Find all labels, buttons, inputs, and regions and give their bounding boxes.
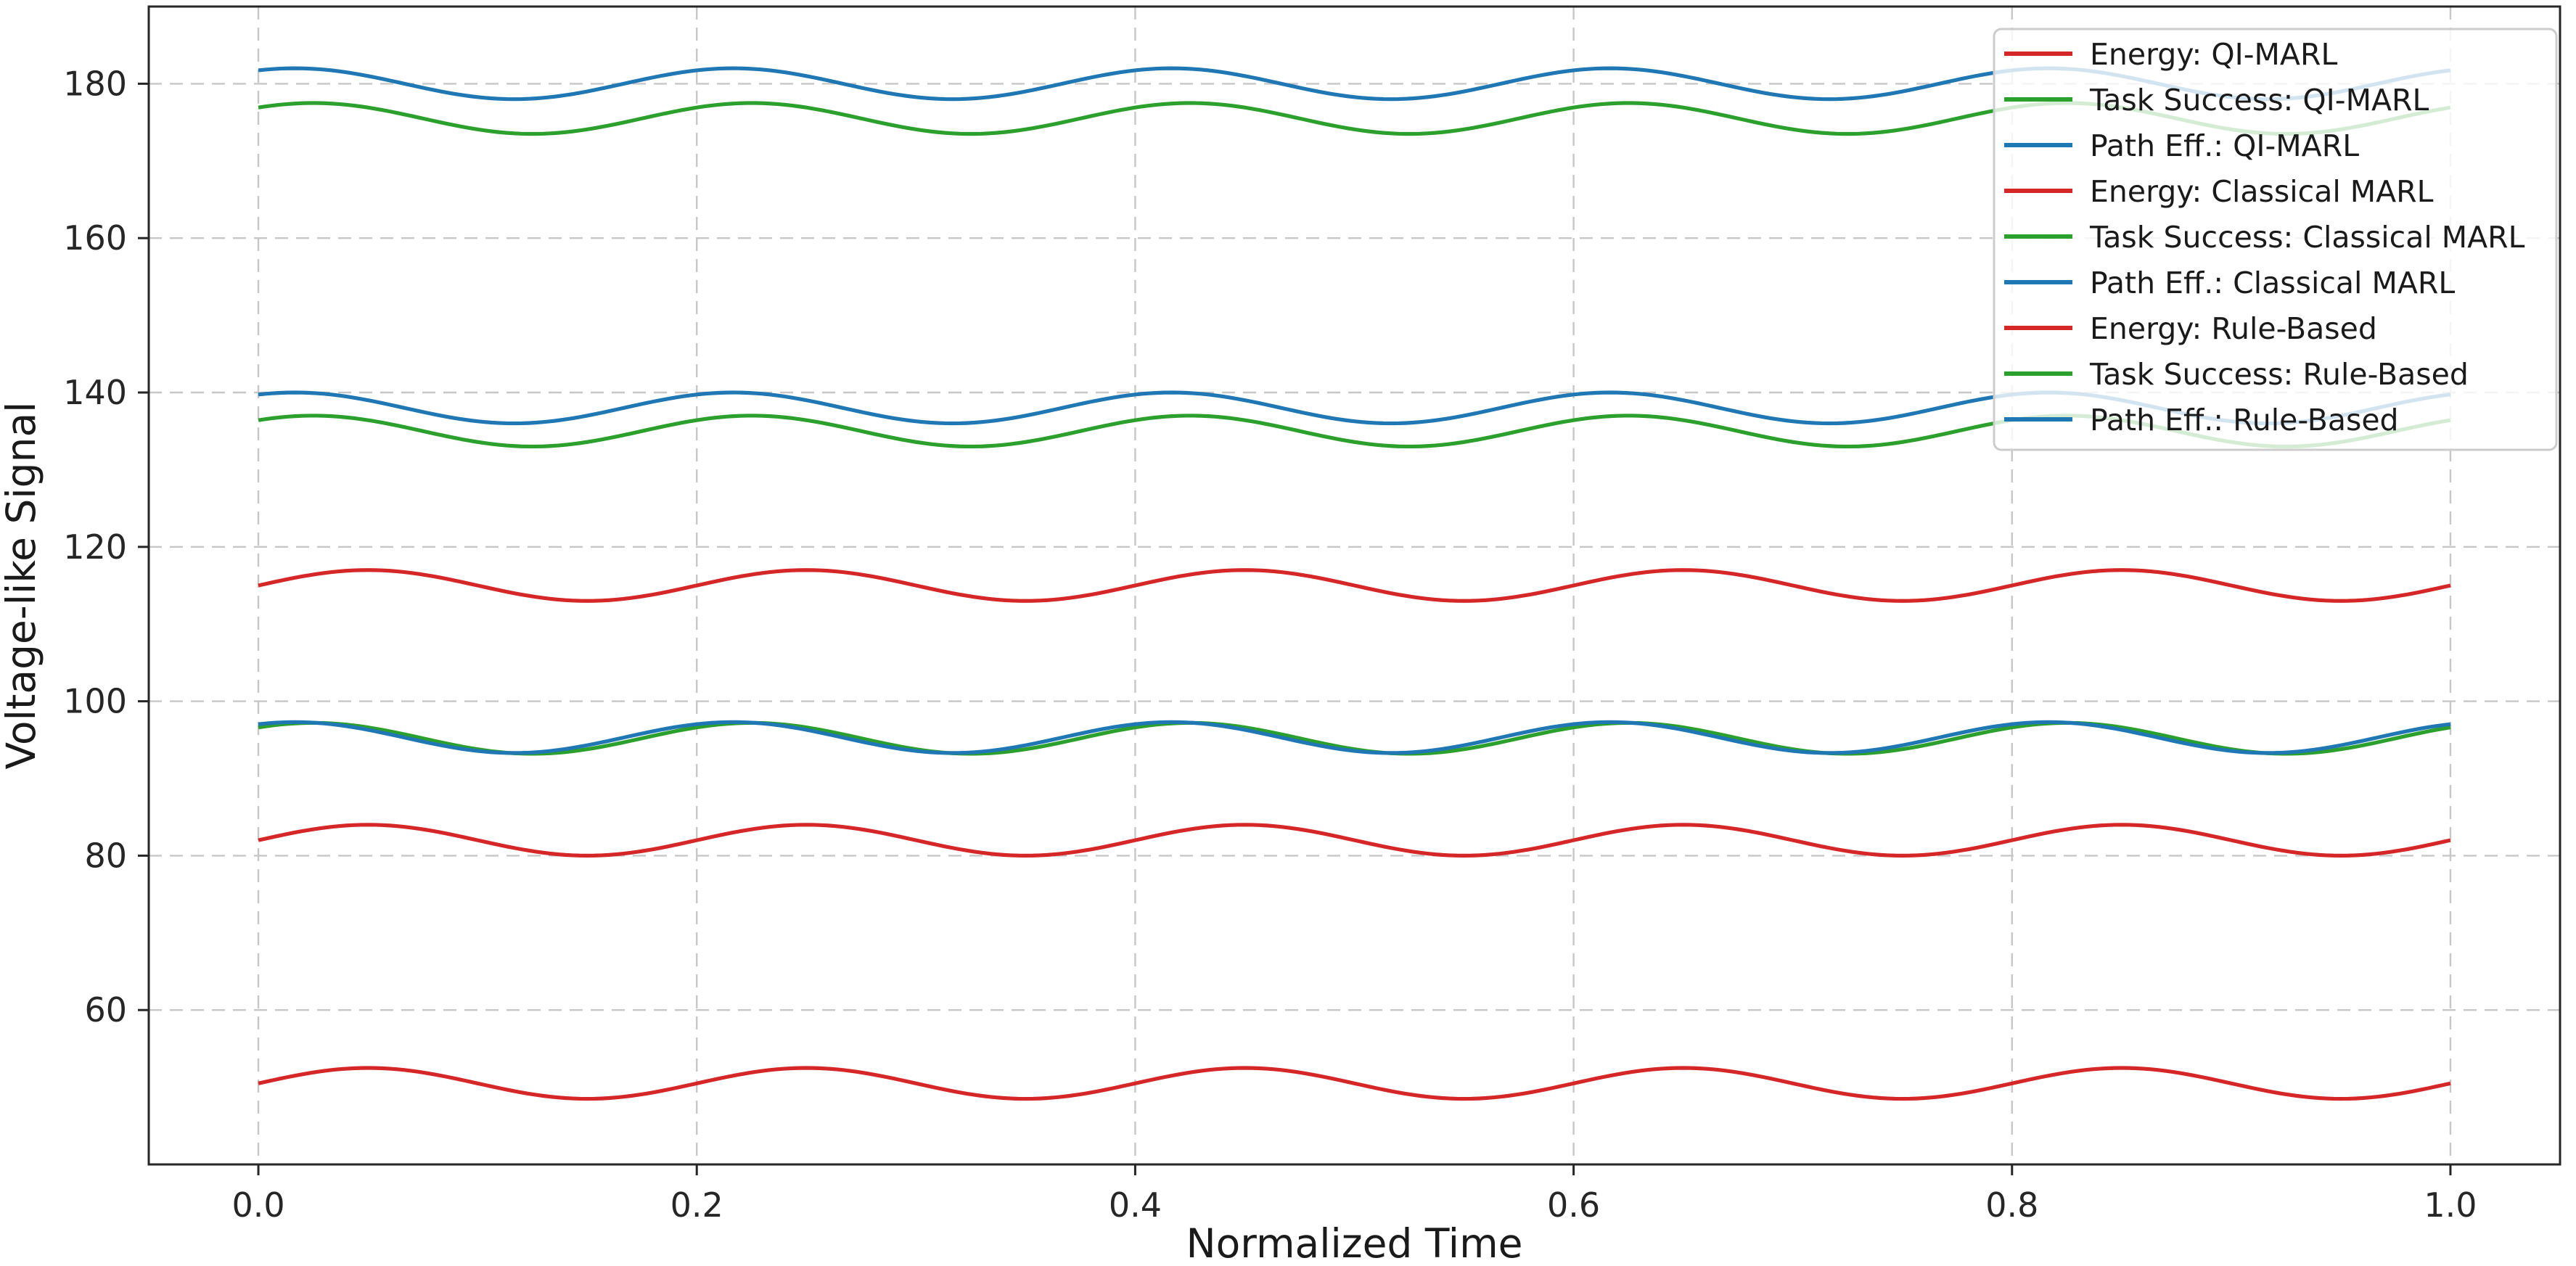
legend-label: Path Eff.: QI-MARL — [2090, 128, 2359, 163]
y-tick-label: 180 — [63, 64, 127, 103]
legend-entry-8: Path Eff.: Rule-Based — [2004, 403, 2399, 437]
y-tick-label: 60 — [84, 990, 127, 1029]
legend-entry-5: Path Eff.: Classical MARL — [2004, 266, 2455, 300]
legend-label: Energy: QI-MARL — [2090, 37, 2337, 72]
series-curves — [258, 66, 2451, 1101]
legend-entry-4: Task Success: Classical MARL — [2004, 220, 2525, 255]
legend-frame — [1993, 28, 2558, 451]
legend-entry-6: Energy: Rule-Based — [2004, 311, 2377, 346]
legend: Energy: QI-MARL Task Success: QI-MARL Path… — [1993, 28, 2558, 451]
y-tick-label: 120 — [63, 527, 127, 567]
x-tick-label: 0.6 — [1547, 1185, 1600, 1225]
series-line-8 — [258, 720, 2451, 755]
y-tick-label: 80 — [84, 836, 127, 875]
y-tick-label: 140 — [63, 373, 127, 412]
x-tick-label: 0.0 — [231, 1185, 284, 1225]
x-tick-label: 0.8 — [1985, 1185, 2038, 1225]
series-line-6 — [258, 1066, 2451, 1101]
legend-label: Task Success: Rule-Based — [2089, 357, 2469, 392]
y-tick-label: 100 — [63, 682, 127, 721]
x-axis-label: Normalized Time — [1186, 1220, 1523, 1266]
legend-label: Task Success: QI-MARL — [2089, 83, 2429, 118]
series-line-0 — [258, 568, 2451, 603]
x-tick-label: 0.4 — [1109, 1185, 1162, 1225]
legend-entry-7: Task Success: Rule-Based — [2004, 357, 2469, 392]
series-line-3 — [258, 823, 2451, 858]
y-axis-label: Voltage-like Signal — [0, 402, 44, 770]
x-tick-label: 1.0 — [2424, 1185, 2477, 1225]
y-tick-label: 160 — [63, 218, 127, 258]
legend-label: Energy: Rule-Based — [2090, 311, 2377, 346]
legend-label: Path Eff.: Rule-Based — [2090, 403, 2399, 437]
legend-label: Energy: Classical MARL — [2090, 174, 2434, 209]
axes-spines — [147, 5, 2561, 1166]
axis-ticks: 0.0 0.2 0.4 0.6 0.8 1.0 60 80 100 120 140 160 180 — [63, 64, 2477, 1225]
legend-label: Task Success: Classical MARL — [2089, 220, 2525, 255]
legend-entry-3: Energy: Classical MARL — [2004, 174, 2434, 209]
x-tick-label: 0.2 — [670, 1185, 723, 1225]
legend-entry-2: Path Eff.: QI-MARL — [2004, 128, 2359, 163]
legend-entry-0: Energy: QI-MARL — [2004, 37, 2337, 72]
legend-entry-1: Task Success: QI-MARL — [2004, 83, 2429, 118]
legend-label: Path Eff.: Classical MARL — [2090, 266, 2455, 300]
